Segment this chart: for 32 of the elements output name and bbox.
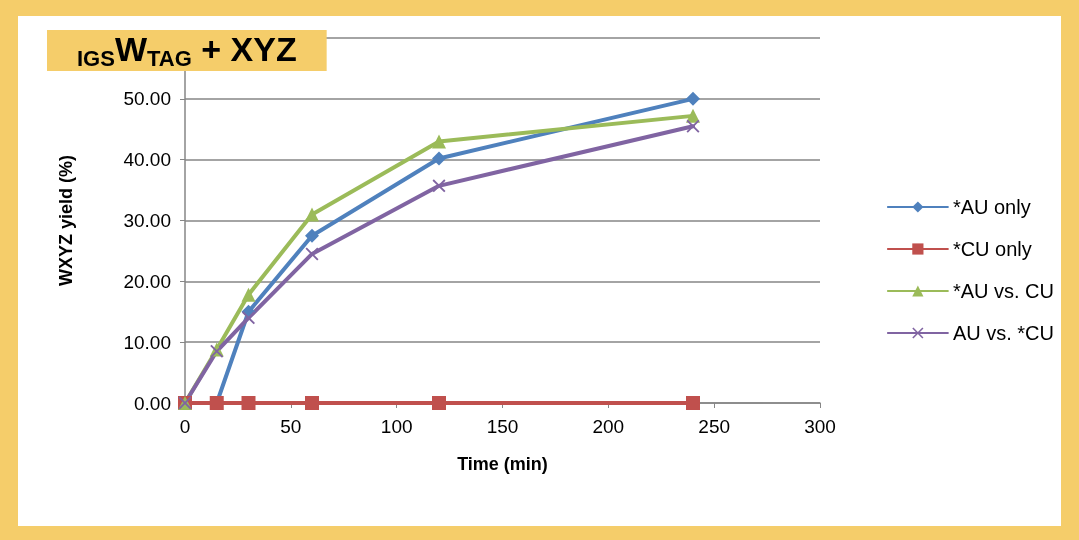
y-tick-label: 30.00 (123, 210, 171, 231)
point (241, 287, 256, 302)
y-tick-label: 50.00 (123, 88, 171, 110)
point (686, 396, 700, 410)
x-tick-label: 200 (592, 416, 625, 437)
legend-label: *CU only (952, 238, 1032, 260)
x-tick-label: 250 (698, 416, 731, 437)
x-tick-label: 50 (280, 416, 302, 437)
point (241, 396, 256, 410)
point (432, 396, 446, 410)
y-tick-label: 0.00 (134, 392, 171, 414)
y-tick-label: 20.00 (123, 270, 171, 292)
point (305, 396, 319, 410)
y-tick-label: 40.00 (123, 149, 171, 171)
point (686, 91, 700, 106)
point (305, 228, 319, 243)
x-axis-title: Time (min) (457, 454, 548, 474)
point (432, 134, 446, 149)
point (432, 179, 446, 193)
point (305, 207, 319, 222)
point (305, 247, 319, 261)
y-tick-label: 10.00 (123, 331, 171, 353)
x-tick-label: 100 (380, 416, 413, 437)
x-tick-label: 0 (179, 416, 191, 437)
x-tick-label: 300 (804, 416, 836, 437)
y-axis-title: WXYZ yield (%) (56, 154, 76, 287)
legend-label: *AU only (952, 196, 1031, 218)
legend-label: *AU vs. CU (952, 280, 1054, 302)
x-tick-label: 150 (486, 416, 519, 437)
point (432, 151, 446, 166)
point (686, 119, 700, 133)
legend-label: AU vs. *CU (952, 322, 1054, 344)
